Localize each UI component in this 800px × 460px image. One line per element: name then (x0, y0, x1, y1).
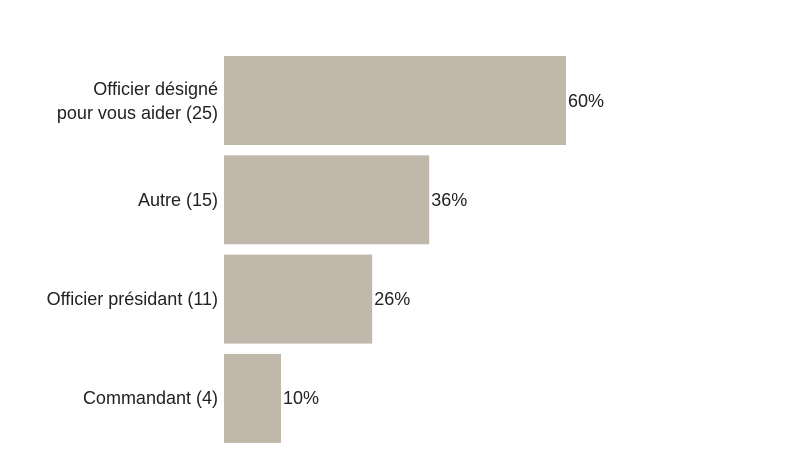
category-label: Officier présidant (11) (46, 289, 218, 310)
category-label: Autre (15) (137, 189, 218, 210)
bar (224, 254, 373, 344)
bar (224, 353, 281, 443)
value-label: 36% (431, 189, 468, 210)
value-label: 26% (374, 289, 411, 310)
bar (224, 56, 566, 145)
value-label: 60% (568, 90, 605, 111)
value-label: 10% (283, 388, 320, 409)
category-label: Officier désigné pour vous aider (25) (56, 78, 218, 123)
category-label: Commandant (4) (82, 388, 218, 409)
bar (224, 155, 430, 245)
